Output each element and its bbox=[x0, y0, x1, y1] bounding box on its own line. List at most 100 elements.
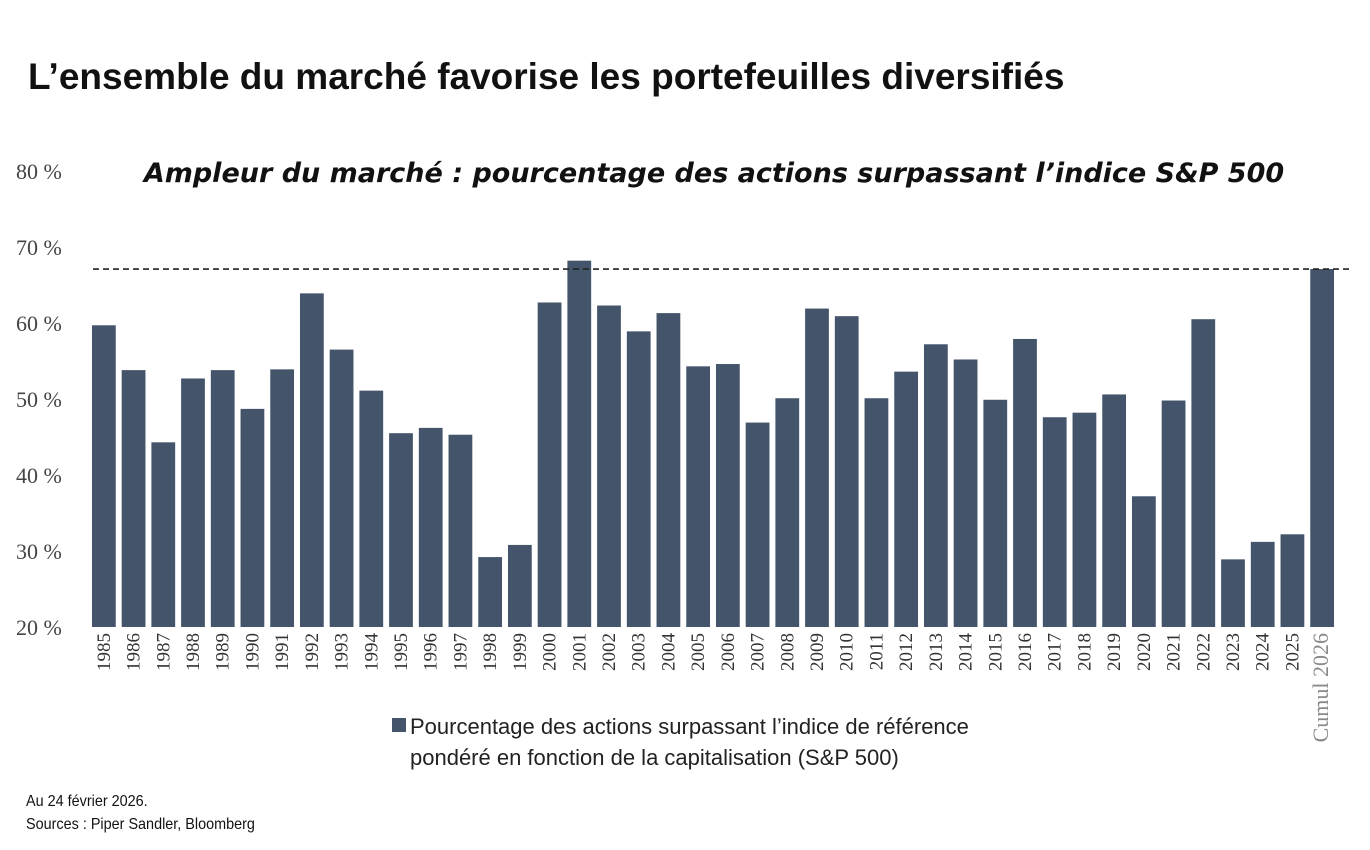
x-tick-label: 1994 bbox=[361, 633, 382, 672]
bar-1988 bbox=[181, 378, 205, 627]
bar-1994 bbox=[359, 390, 384, 627]
bar-2006 bbox=[715, 364, 740, 627]
y-tick-label: 20 % bbox=[16, 615, 62, 640]
footer: Au 24 février 2026. Sources : Piper Sand… bbox=[26, 790, 255, 836]
x-tick-label: 2023 bbox=[1223, 633, 1244, 671]
x-tick-label: 1995 bbox=[391, 633, 412, 671]
x-tick-label: 2015 bbox=[985, 633, 1006, 671]
x-tick-label: 2003 bbox=[629, 633, 650, 671]
x-tick-label: 2007 bbox=[748, 633, 769, 671]
x-tick-label: 2022 bbox=[1193, 633, 1214, 671]
footer-sources: Sources : Piper Sandler, Bloomberg bbox=[26, 816, 255, 833]
bar-1992 bbox=[299, 293, 324, 627]
bar-2022 bbox=[1191, 319, 1216, 627]
x-tick-label: 2021 bbox=[1164, 633, 1185, 671]
y-tick-label: 80 % bbox=[16, 159, 62, 184]
legend-label-line1: Pourcentage des actions surpassant l’ind… bbox=[410, 714, 969, 739]
bar-2021 bbox=[1161, 400, 1186, 627]
bar-1999 bbox=[507, 544, 532, 627]
bar-2004 bbox=[656, 313, 681, 627]
bar-2020 bbox=[1131, 496, 1156, 627]
x-tick-label: 2016 bbox=[1015, 633, 1036, 671]
x-tick-label: 2010 bbox=[837, 633, 858, 671]
bar-2013 bbox=[923, 344, 948, 627]
x-tick-label: 2017 bbox=[1045, 633, 1066, 671]
y-tick-label: 60 % bbox=[16, 311, 62, 336]
y-tick-label: 50 % bbox=[16, 387, 62, 412]
x-tick-label: 2025 bbox=[1282, 633, 1303, 671]
legend-label-line2: pondéré en fonction de la capitalisation… bbox=[410, 745, 899, 770]
y-tick-label: 40 % bbox=[16, 463, 62, 488]
bar-cumul-2026 bbox=[1310, 269, 1335, 627]
bar-1985 bbox=[91, 325, 116, 627]
bar-2008 bbox=[775, 398, 800, 627]
bar-2005 bbox=[686, 366, 711, 627]
bar-1995 bbox=[389, 433, 413, 627]
x-tick-label: 2002 bbox=[599, 633, 620, 671]
x-tick-label: 2004 bbox=[658, 633, 679, 672]
y-tick-label: 30 % bbox=[16, 539, 62, 564]
x-tick-label: 1999 bbox=[510, 633, 531, 671]
bar-2012 bbox=[894, 371, 919, 627]
x-tick-label: 2001 bbox=[569, 633, 590, 671]
bar-1986 bbox=[121, 370, 146, 627]
bar-2000 bbox=[537, 302, 562, 627]
x-tick-label: 1993 bbox=[332, 633, 353, 671]
bar-2009 bbox=[805, 308, 829, 627]
x-tick-label: Cumul 2026 bbox=[1308, 633, 1333, 742]
bar-2010 bbox=[834, 316, 859, 627]
x-tick-label: 2000 bbox=[540, 633, 561, 671]
bar-1990 bbox=[240, 408, 265, 627]
x-tick-label: 2018 bbox=[1074, 633, 1095, 671]
bar-2002 bbox=[597, 305, 621, 627]
x-tick-label: 1990 bbox=[242, 633, 263, 671]
bar-2011 bbox=[864, 398, 889, 627]
bar-1993 bbox=[329, 349, 354, 627]
bar-1998 bbox=[478, 557, 503, 627]
bars bbox=[91, 260, 1335, 627]
x-tick-label: 1997 bbox=[450, 633, 471, 671]
x-tick-label: 1988 bbox=[183, 633, 204, 671]
bar-1996 bbox=[418, 427, 443, 627]
x-tick-label: 2008 bbox=[777, 633, 798, 671]
x-tick-label: 2005 bbox=[688, 633, 709, 671]
x-tick-label: 1989 bbox=[213, 633, 234, 671]
x-tick-label: 1996 bbox=[421, 633, 442, 671]
bar-2015 bbox=[983, 399, 1008, 627]
x-tick-label: 1992 bbox=[302, 633, 323, 671]
x-tick-label: 2014 bbox=[956, 633, 977, 672]
x-tick-label: 1991 bbox=[272, 633, 293, 671]
x-tick-label: 2013 bbox=[926, 633, 947, 671]
x-tick-label: 2024 bbox=[1253, 633, 1274, 672]
x-tick-label: 2020 bbox=[1134, 633, 1155, 671]
bar-2025 bbox=[1280, 534, 1305, 627]
footer-date: Au 24 février 2026. bbox=[26, 793, 148, 810]
bar-2023 bbox=[1221, 559, 1245, 627]
page-title: L’ensemble du marché favorise les portef… bbox=[28, 56, 1065, 97]
bar-2017 bbox=[1042, 417, 1067, 627]
legend-swatch bbox=[392, 718, 406, 732]
x-tick-label: 1998 bbox=[480, 633, 501, 671]
x-tick-label: 2009 bbox=[807, 633, 828, 671]
y-tick-label: 70 % bbox=[16, 235, 62, 260]
x-tick-label: 2006 bbox=[718, 633, 739, 671]
x-tick-label: 2019 bbox=[1104, 633, 1125, 671]
x-tick-label: 1987 bbox=[153, 633, 174, 671]
bar-2019 bbox=[1102, 394, 1127, 627]
bar-2018 bbox=[1072, 412, 1097, 627]
bar-1987 bbox=[151, 442, 176, 627]
x-axis: 1985 1986 1987 1988 1989 1990 1991 1992 1993 1994… bbox=[94, 633, 1333, 743]
bar-2007 bbox=[745, 422, 770, 627]
bar-1991 bbox=[270, 369, 295, 627]
x-tick-label: 2011 bbox=[866, 633, 887, 670]
bar-chart: Ampleur du marché : pourcentage des acti… bbox=[16, 158, 1350, 743]
x-tick-label: 2012 bbox=[896, 633, 917, 671]
x-tick-label: 1986 bbox=[124, 633, 145, 671]
bar-1997 bbox=[448, 434, 473, 627]
bar-2003 bbox=[626, 331, 651, 627]
bar-2014 bbox=[953, 359, 978, 627]
bar-2001 bbox=[567, 260, 592, 627]
x-tick-label: 1985 bbox=[94, 633, 115, 671]
bar-1989 bbox=[210, 370, 235, 627]
bar-2024 bbox=[1250, 541, 1275, 627]
